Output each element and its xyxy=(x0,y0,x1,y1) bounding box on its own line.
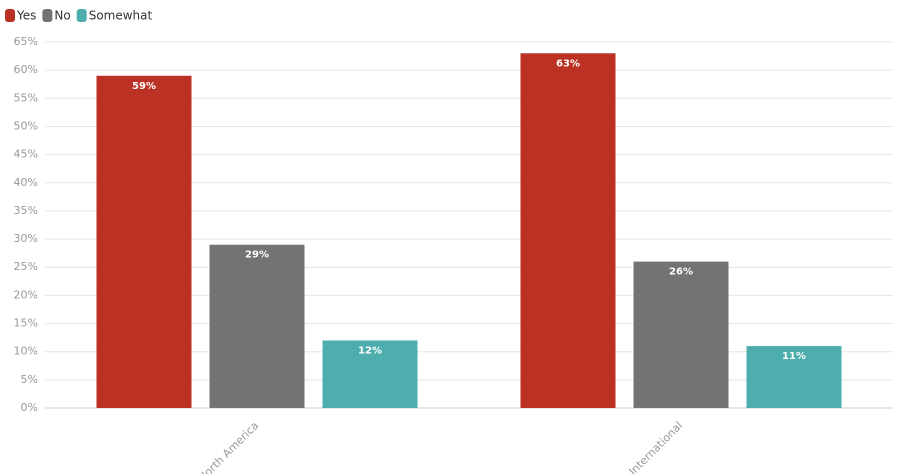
data-label: 11% xyxy=(782,351,806,362)
x-tick-label: International xyxy=(626,419,685,474)
bar xyxy=(633,261,729,408)
data-label: 29% xyxy=(245,250,269,261)
bar xyxy=(96,75,192,409)
legend-swatch xyxy=(42,9,53,22)
legend-swatch xyxy=(5,9,15,22)
legend-label: No xyxy=(54,9,70,23)
y-tick-label: 0% xyxy=(21,401,38,414)
data-label: 63% xyxy=(556,58,580,69)
legend-label: Yes xyxy=(16,9,36,23)
data-label: 26% xyxy=(669,267,693,278)
y-tick-label: 5% xyxy=(21,373,38,386)
y-tick-label: 60% xyxy=(14,63,38,76)
data-label: 59% xyxy=(132,81,156,92)
y-tick-label: 55% xyxy=(14,91,38,104)
data-label: 12% xyxy=(358,345,382,356)
legend-label: Somewhat xyxy=(89,9,153,23)
y-tick-label: 45% xyxy=(14,148,38,161)
y-tick-label: 50% xyxy=(14,119,38,132)
y-tick-label: 40% xyxy=(14,176,38,189)
bar xyxy=(209,244,305,408)
y-tick-label: 30% xyxy=(14,232,38,245)
x-tick-label: North America xyxy=(196,419,262,474)
bar xyxy=(322,340,418,408)
y-tick-label: 10% xyxy=(14,345,38,358)
y-tick-label: 20% xyxy=(14,288,38,301)
bar xyxy=(520,53,616,409)
bar xyxy=(746,346,842,408)
legend-swatch xyxy=(76,9,87,22)
y-tick-label: 25% xyxy=(14,260,38,273)
y-tick-label: 15% xyxy=(14,317,38,330)
y-tick-label: 65% xyxy=(14,35,38,48)
y-tick-label: 35% xyxy=(14,204,38,217)
